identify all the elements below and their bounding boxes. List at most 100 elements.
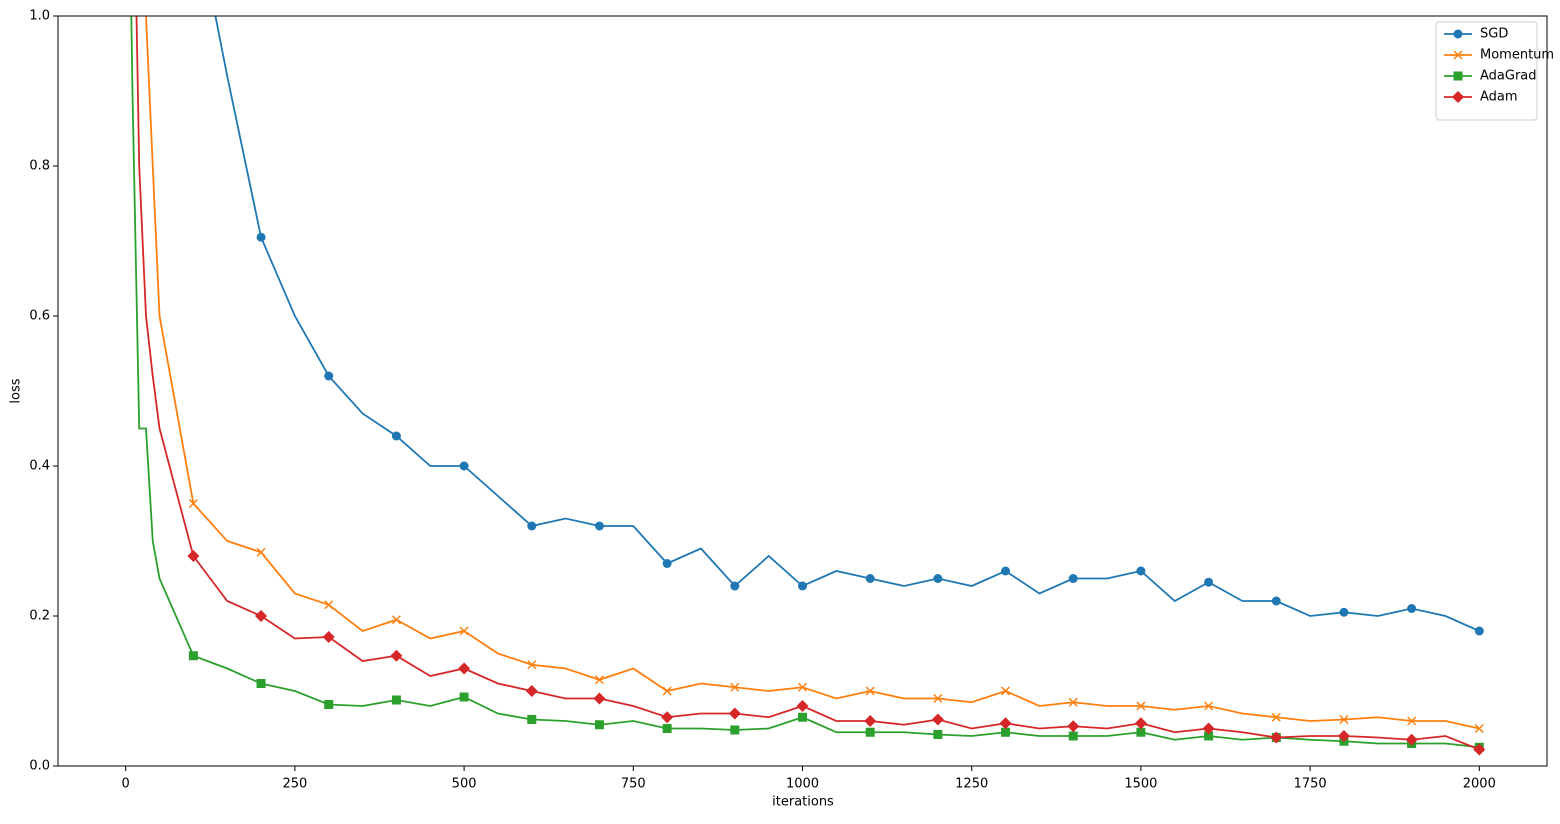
marker <box>391 431 401 441</box>
marker <box>1407 604 1417 613</box>
marker <box>1136 566 1146 576</box>
marker <box>728 707 741 720</box>
marker <box>730 725 740 735</box>
marker <box>798 581 807 591</box>
marker <box>391 695 401 705</box>
marker <box>1337 730 1350 742</box>
marker <box>593 692 606 705</box>
marker <box>1202 722 1215 735</box>
marker <box>1405 733 1418 746</box>
x-tick-label: 500 <box>452 777 477 792</box>
marker <box>999 717 1012 730</box>
x-tick-label: 0 <box>122 777 130 792</box>
marker <box>324 700 334 709</box>
x-tick-label: 1250 <box>955 777 988 792</box>
legend-label: AdaGrad <box>1480 69 1537 84</box>
x-tick-label: 1000 <box>786 777 819 792</box>
marker <box>1001 566 1011 576</box>
plot-area <box>130 16 1486 756</box>
marker <box>1407 716 1417 726</box>
marker <box>527 521 537 531</box>
marker <box>865 574 875 583</box>
marker <box>256 232 266 242</box>
marker <box>256 679 266 688</box>
marker <box>1136 701 1146 711</box>
marker <box>255 610 268 622</box>
marker <box>1001 686 1011 696</box>
marker <box>730 682 740 692</box>
marker <box>798 712 807 722</box>
marker <box>527 660 537 670</box>
marker <box>188 651 198 661</box>
plot-frame <box>57 15 1548 767</box>
marker <box>1204 577 1214 587</box>
legend-label: Momentum <box>1480 48 1554 63</box>
marker <box>933 574 943 583</box>
y-tick-label: 0.6 <box>29 309 50 324</box>
y-tick-label: 1.0 <box>29 9 50 24</box>
marker <box>1452 91 1464 103</box>
x-tick-label: 2000 <box>1463 777 1496 792</box>
marker <box>1271 596 1281 606</box>
marker <box>458 662 471 675</box>
marker <box>1270 731 1283 744</box>
y-tick-label: 0.8 <box>29 159 50 174</box>
marker <box>1134 717 1147 730</box>
y-tick-label: 0.2 <box>29 609 50 624</box>
marker <box>1474 626 1484 636</box>
legend-label: Adam <box>1480 90 1518 105</box>
marker <box>322 631 335 643</box>
marker <box>1067 720 1080 733</box>
series-line <box>145 16 1480 730</box>
marker <box>1068 731 1078 741</box>
marker <box>1204 731 1214 741</box>
marker <box>865 686 875 696</box>
marker <box>594 521 604 531</box>
marker <box>933 693 943 704</box>
marker <box>662 559 672 568</box>
legend-label: SGD <box>1480 27 1508 42</box>
marker <box>730 581 740 591</box>
marker <box>1204 701 1214 711</box>
marker <box>1271 712 1281 722</box>
x-tick-label: 1750 <box>1294 777 1327 792</box>
marker <box>1453 71 1463 81</box>
x-tick-label: 750 <box>621 777 646 792</box>
marker <box>324 600 334 610</box>
marker <box>662 686 672 696</box>
marker <box>459 461 469 471</box>
marker <box>324 371 334 381</box>
marker <box>525 685 538 697</box>
marker <box>1339 714 1349 725</box>
marker <box>188 498 198 509</box>
marker <box>796 700 809 712</box>
marker <box>1136 727 1146 737</box>
marker <box>459 692 469 702</box>
marker <box>527 715 537 724</box>
marker <box>187 550 200 562</box>
marker <box>1453 29 1463 39</box>
marker <box>390 649 403 662</box>
y-axis-label: loss <box>9 378 24 403</box>
marker <box>1068 574 1078 583</box>
x-tick-label: 250 <box>282 777 307 792</box>
x-tick-label: 1500 <box>1124 777 1157 792</box>
marker <box>662 724 672 733</box>
x-axis-label: iterations <box>772 795 834 810</box>
series-line <box>214 16 1480 632</box>
marker <box>865 727 875 737</box>
marker <box>459 626 469 636</box>
marker <box>1001 727 1011 737</box>
marker <box>594 675 604 685</box>
marker <box>933 730 943 739</box>
marker <box>864 715 877 727</box>
marker <box>931 713 944 726</box>
marker <box>1453 50 1463 60</box>
marker <box>797 682 808 692</box>
marker <box>391 615 401 625</box>
marker <box>1339 607 1349 617</box>
marker <box>1068 697 1078 707</box>
marker <box>661 711 674 724</box>
marker <box>1473 743 1486 756</box>
